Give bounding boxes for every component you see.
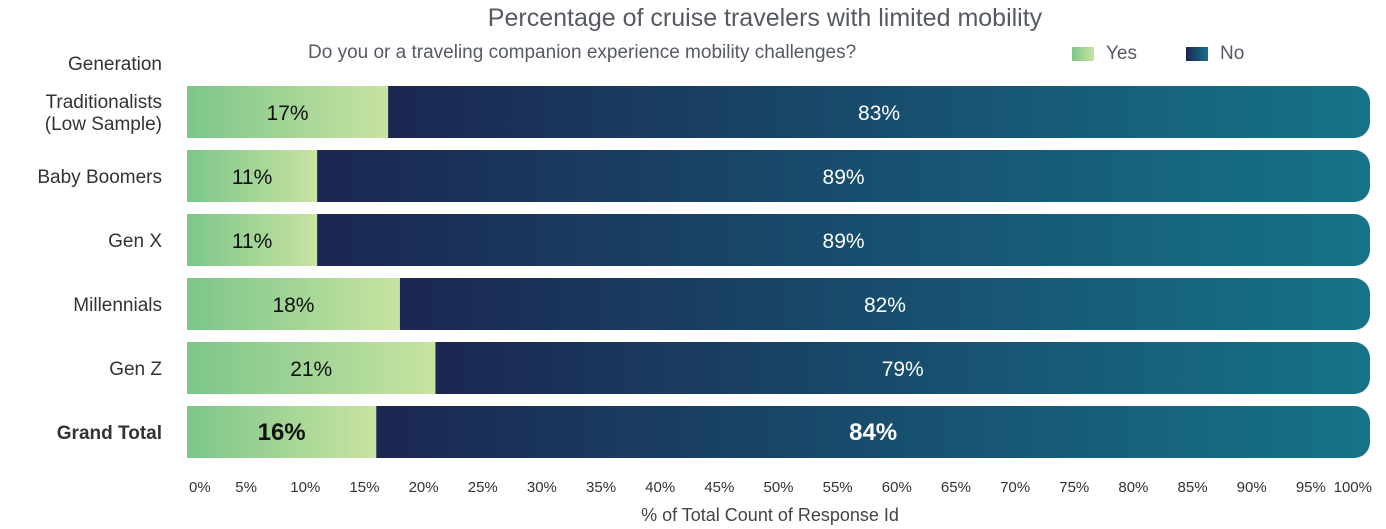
x-tick-label: 80%: [1118, 479, 1148, 496]
bar-gen-z-yes: [187, 342, 436, 394]
chart-title: Percentage of cruise travelers with limi…: [487, 4, 1043, 32]
bar-gen-x-no: [317, 214, 1370, 266]
data-label-millennials-no: 82%: [864, 294, 906, 317]
legend-label-no: No: [1220, 43, 1245, 64]
bar-traditionalists-no: [388, 86, 1370, 138]
category-label-grand-total: Grand Total: [57, 423, 162, 444]
x-tick-label: 10%: [290, 479, 320, 496]
x-tick-label: 25%: [468, 479, 498, 496]
category-label-baby-boomers: Baby Boomers: [37, 167, 162, 188]
x-tick-label: 35%: [586, 479, 616, 496]
bar-traditionalists-yes: [187, 86, 389, 138]
data-label-grand-total-no: 84%: [849, 419, 897, 446]
data-label-traditionalists-no: 83%: [858, 102, 900, 125]
x-tick-label: 30%: [527, 479, 557, 496]
data-label-grand-total-yes: 16%: [258, 419, 306, 446]
chart-subtitle: Do you or a traveling companion experien…: [308, 42, 857, 63]
row-header: Generation: [67, 54, 162, 75]
data-label-gen-x-no: 89%: [823, 230, 865, 253]
legend-label-yes: Yes: [1106, 43, 1137, 64]
x-tick-label: 20%: [409, 479, 439, 496]
x-tick-label: 60%: [882, 479, 912, 496]
data-label-baby-boomers-yes: 11%: [232, 166, 272, 189]
x-tick-label: 50%: [763, 479, 793, 496]
data-label-gen-z-yes: 21%: [290, 358, 332, 381]
bar-millennials-no: [399, 278, 1370, 330]
bar-baby-boomers-no: [317, 150, 1370, 202]
x-tick-label: 65%: [941, 479, 971, 496]
x-tick-label: 95%: [1296, 479, 1326, 496]
data-label-traditionalists-yes: 17%: [267, 102, 309, 125]
x-tick-label: 45%: [704, 479, 734, 496]
category-label-gen-x: Gen X: [108, 231, 162, 252]
x-tick-label: 15%: [349, 479, 379, 496]
legend-swatch-no: [1186, 47, 1208, 61]
x-tick-label: 75%: [1059, 479, 1089, 496]
category-label-traditionalists: Traditionalists (Low Sample): [45, 92, 162, 135]
x-tick-label: 55%: [823, 479, 853, 496]
category-label-gen-z: Gen Z: [109, 359, 162, 380]
legend-swatch-yes: [1072, 47, 1094, 61]
data-label-baby-boomers-no: 89%: [823, 166, 865, 189]
x-tick-label: 90%: [1237, 479, 1267, 496]
legend-item-yes: Yes: [1072, 42, 1137, 66]
data-label-gen-x-yes: 11%: [232, 230, 272, 253]
bar-grand-total-yes: [187, 406, 377, 458]
bar-gen-x-yes: [187, 214, 318, 266]
x-tick-label: 100%: [1334, 479, 1372, 496]
x-tick-label: 5%: [235, 479, 257, 496]
x-tick-label: 40%: [645, 479, 675, 496]
legend-item-no: No: [1186, 42, 1244, 66]
x-axis-label: % of Total Count of Response Id: [641, 505, 899, 525]
data-label-millennials-yes: 18%: [272, 294, 314, 317]
bar-baby-boomers-yes: [187, 150, 318, 202]
bar-millennials-yes: [187, 278, 400, 330]
bar-gen-z-no: [435, 342, 1370, 394]
category-label-millennials: Millennials: [73, 295, 162, 316]
bar-grand-total-no: [376, 406, 1370, 458]
x-tick-label: 70%: [1000, 479, 1030, 496]
x-tick-label: 0%: [189, 479, 211, 496]
data-label-gen-z-no: 79%: [882, 358, 924, 381]
x-tick-label: 85%: [1178, 479, 1208, 496]
